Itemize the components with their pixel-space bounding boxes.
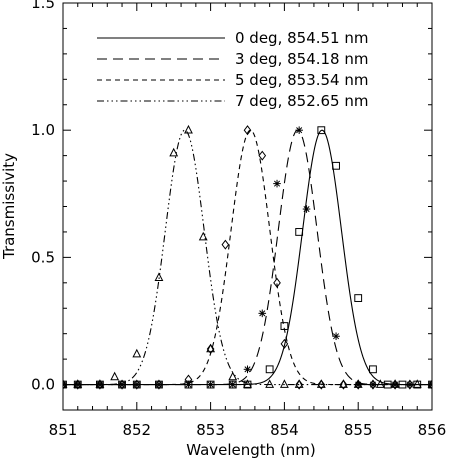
series-2-point-5	[155, 379, 163, 390]
series-3-point-18	[375, 379, 385, 388]
series-3-point-1	[73, 379, 83, 388]
series-3-point-19	[390, 379, 400, 388]
y-axis-label: Transmissivity	[0, 153, 18, 260]
series-2-point-17	[369, 379, 377, 390]
series-0-point-14	[332, 161, 340, 170]
y-tick-label: 1.0	[31, 121, 55, 139]
series-3-point-7	[184, 124, 193, 134]
series-3-point-10	[228, 371, 238, 381]
series-2-point-13	[295, 379, 303, 390]
series-2-point-16	[354, 379, 363, 390]
series-0-point-12	[295, 228, 304, 236]
series-2-point-11	[273, 277, 281, 288]
series-2-point-12	[280, 338, 289, 349]
x-tick-label: 855	[344, 421, 373, 439]
series-3-point-3	[110, 371, 120, 381]
series-3-point-2	[95, 379, 105, 388]
series-1-point-11	[273, 179, 281, 188]
series-line-3	[63, 129, 432, 386]
series-line-2	[63, 129, 432, 386]
series-3-point-5	[154, 272, 164, 282]
series-2-point-8	[221, 239, 230, 250]
series-3-point-8	[198, 231, 208, 241]
series-3-point-11	[243, 379, 252, 388]
y-tick-label: 0.0	[31, 376, 55, 394]
series-2-point-7	[206, 343, 215, 354]
series-0-point-15	[354, 294, 363, 302]
series-3-point-20	[412, 379, 422, 388]
axes-layer: 851 852 853 854 855 856 0.0 0.5 1.0 1.5	[31, 0, 446, 439]
series-3-point-9	[206, 343, 216, 353]
series-1-point-9	[243, 365, 252, 374]
legend-label-3: 7 deg, 852.65 nm	[235, 92, 369, 110]
series-3-point-13	[279, 379, 289, 388]
series-0-point-10	[265, 365, 274, 374]
series-line-1	[63, 129, 432, 386]
series-3-point-14	[294, 379, 304, 388]
series-2-point-1	[73, 379, 82, 390]
series-3-point-4	[132, 348, 142, 358]
series-1-point-14	[332, 332, 340, 341]
series-2-point-20	[428, 379, 432, 390]
y-tick-label: 0.5	[31, 248, 55, 266]
series-3-point-21	[427, 379, 432, 388]
x-tick-label: 851	[49, 421, 78, 439]
plot-area	[63, 124, 432, 390]
y-tick-label: 1.5	[31, 0, 55, 12]
series-2-point-10	[258, 150, 267, 161]
series-1-point-8	[228, 380, 237, 389]
legend-label-0: 0 deg, 854.51 nm	[235, 29, 369, 47]
series-2-point-14	[317, 379, 326, 390]
x-tick-label: 856	[418, 421, 447, 439]
series-2-point-2	[96, 379, 104, 390]
series-2-point-19	[406, 379, 414, 390]
series-3-point-15	[316, 379, 326, 388]
series-3-point-12	[265, 379, 275, 388]
legend-label-1: 3 deg, 854.18 nm	[235, 50, 369, 68]
series-1-point-13	[302, 205, 311, 213]
series-0-point-16	[369, 365, 377, 374]
series-0-point-13	[317, 126, 326, 135]
series-2-point-18	[391, 379, 399, 390]
x-tick-label: 853	[196, 421, 225, 439]
series-3-point-16	[339, 379, 348, 388]
series-1-point-12	[295, 126, 303, 134]
x-axis-label: Wavelength (nm)	[186, 441, 316, 459]
series-1-point-10	[258, 309, 267, 318]
series-2-point-0	[63, 379, 67, 390]
series-2-point-4	[132, 379, 141, 390]
series-1-point-7	[206, 380, 215, 389]
series-2-point-6	[184, 374, 193, 385]
legend-label-2: 5 deg, 853.54 nm	[235, 71, 369, 89]
series-3-point-0	[63, 379, 68, 388]
legend: 0 deg, 854.51 nm 3 deg, 854.18 nm 5 deg, 8…	[97, 29, 369, 110]
series-3-point-17	[353, 379, 363, 388]
series-line-0	[63, 129, 432, 386]
x-tick-label: 852	[122, 421, 151, 439]
series-3-point-6	[169, 147, 179, 157]
plot-layer	[63, 124, 432, 390]
series-2-point-15	[339, 379, 348, 390]
series-2-point-9	[243, 125, 252, 136]
x-tick-label: 854	[270, 421, 299, 439]
